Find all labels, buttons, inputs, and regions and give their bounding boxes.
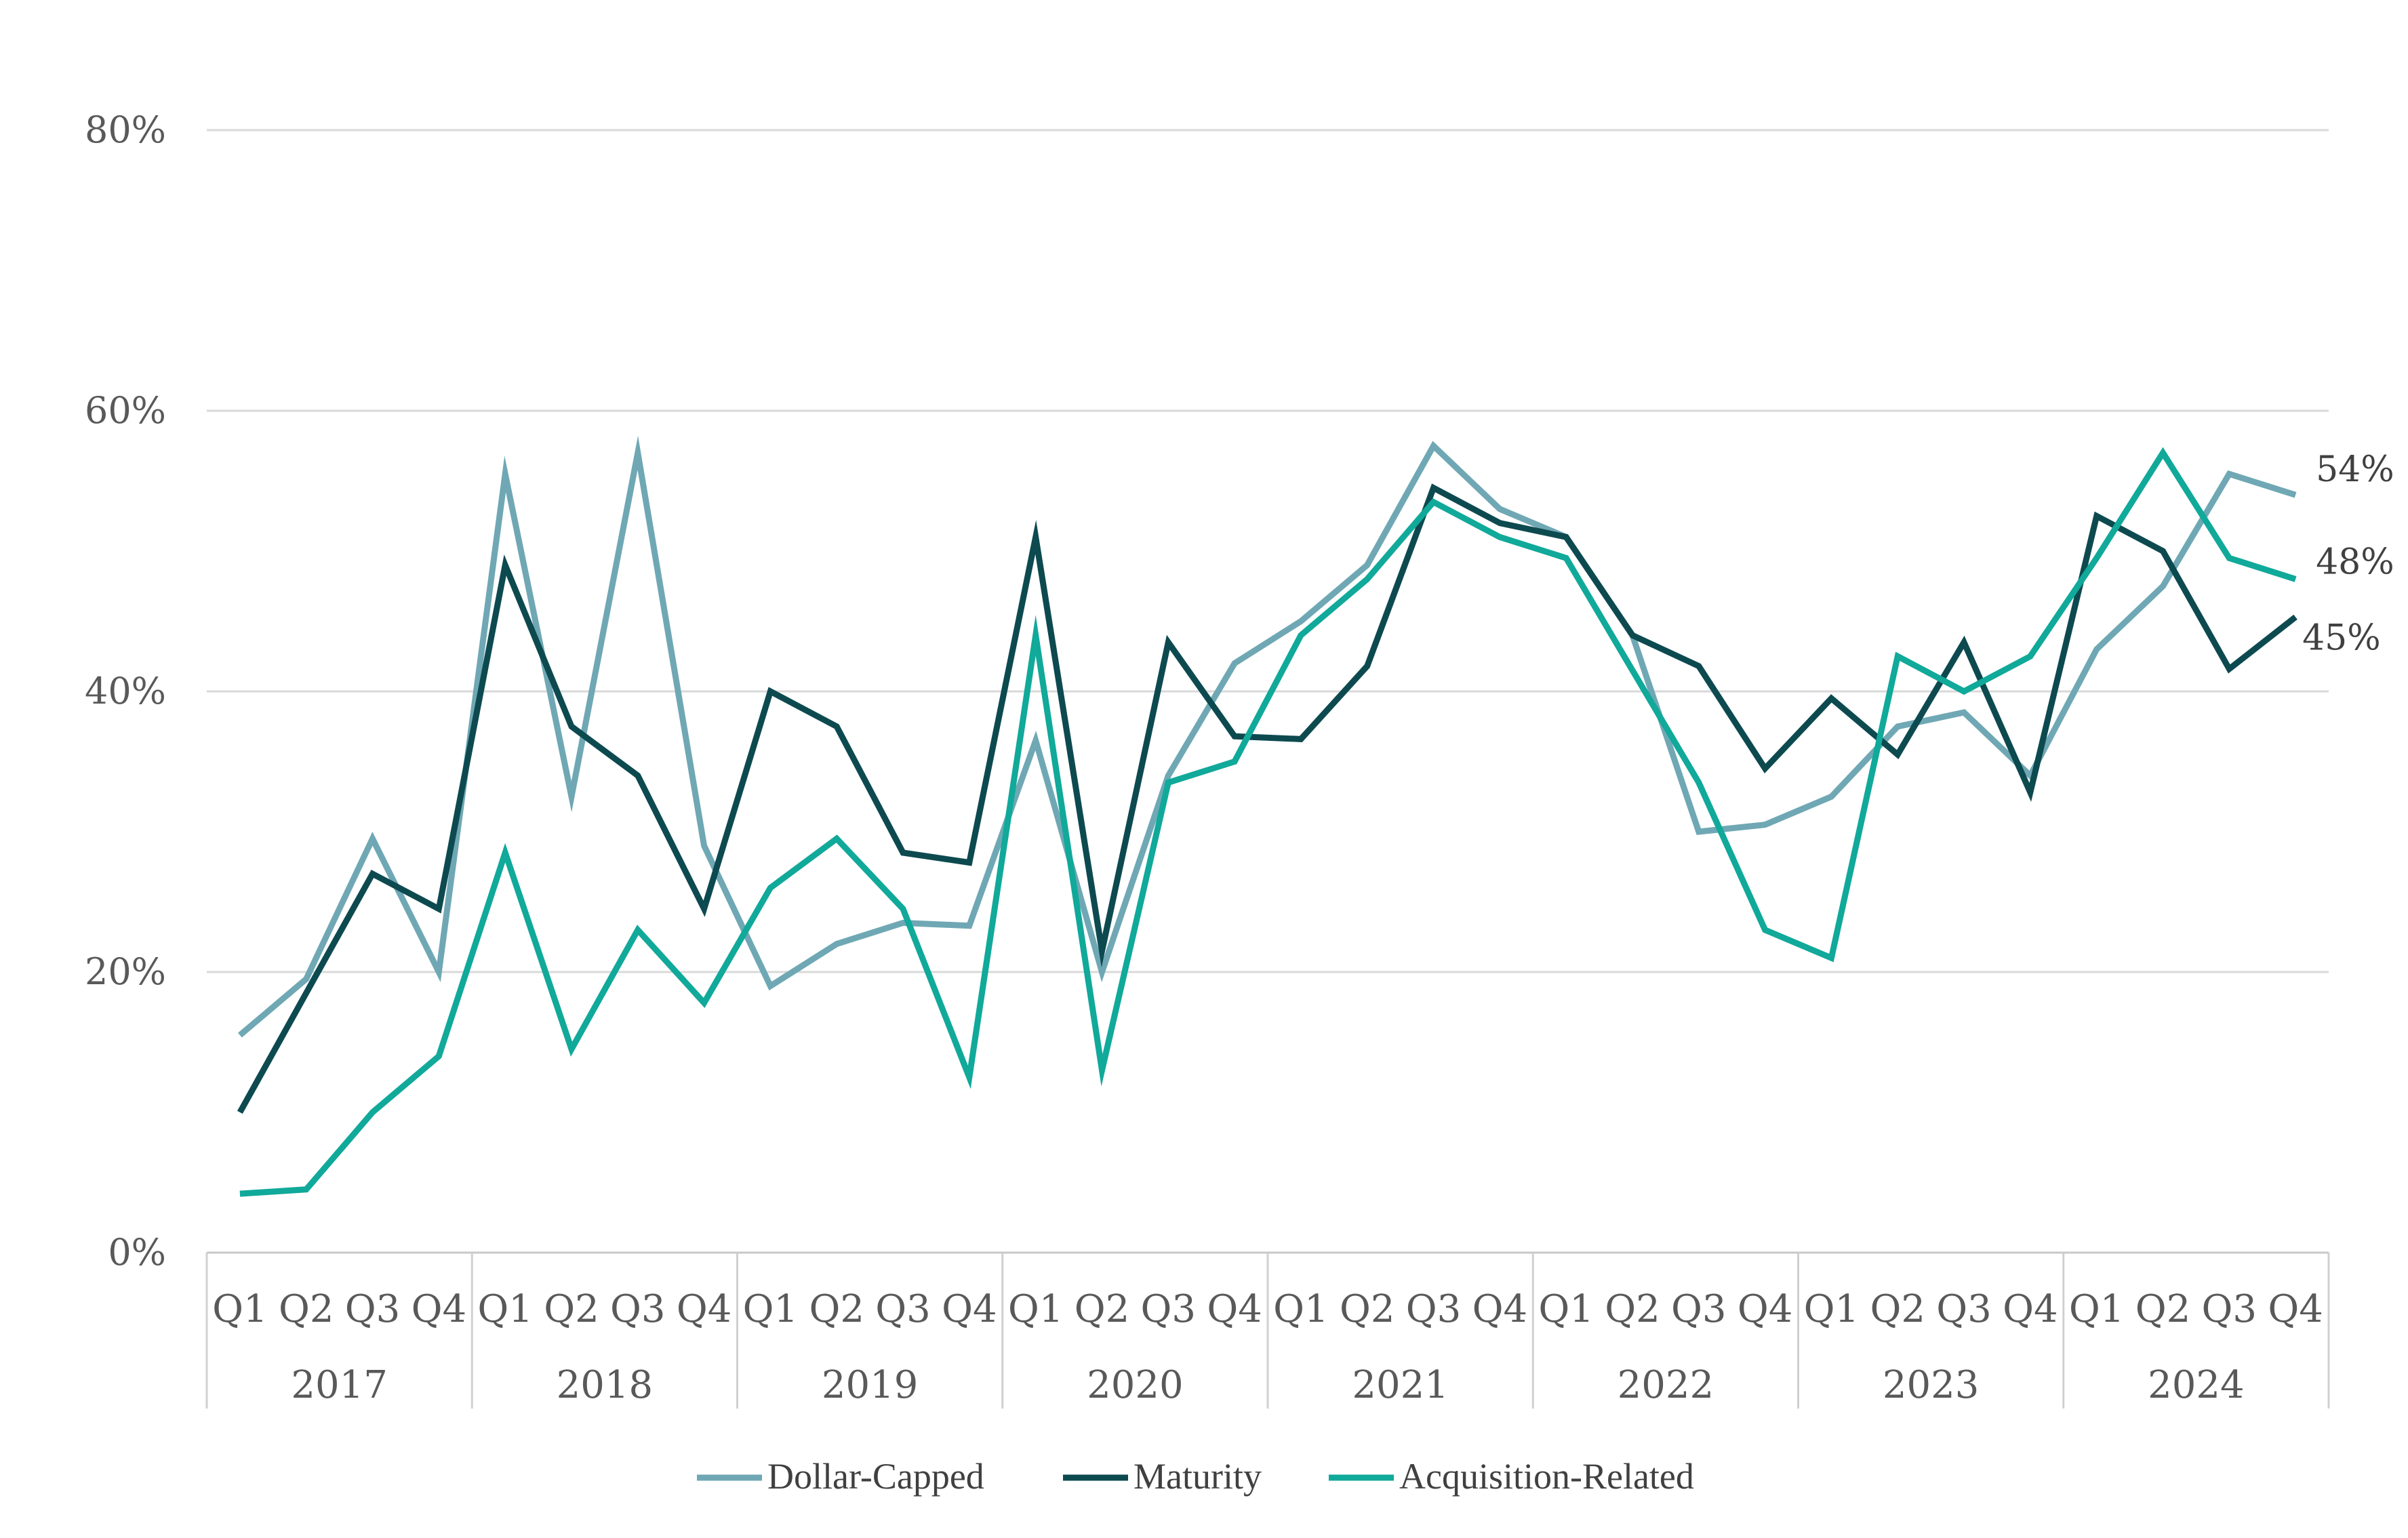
x-tick-year: 2024 bbox=[2148, 1363, 2245, 1407]
x-tick-quarter: Q3 bbox=[610, 1287, 666, 1331]
legend-label: Maturity bbox=[1133, 1456, 1262, 1497]
x-tick-quarter: Q4 bbox=[677, 1287, 732, 1331]
x-tick-quarter: Q4 bbox=[1472, 1287, 1528, 1331]
x-tick-year: 2021 bbox=[1352, 1363, 1449, 1407]
x-tick-year: 2023 bbox=[1883, 1363, 1980, 1407]
x-tick-quarter: Q1 bbox=[212, 1287, 268, 1331]
series-lines bbox=[237, 435, 2297, 1197]
x-tick-quarter: Q4 bbox=[2268, 1287, 2323, 1331]
x-tick-quarter: Q4 bbox=[1738, 1287, 1793, 1331]
end-labels: 54% 45% 48% bbox=[2302, 449, 2394, 658]
x-tick-quarter: Q3 bbox=[875, 1287, 931, 1331]
x-tick-quarter: Q3 bbox=[2202, 1287, 2258, 1331]
y-tick-label: 60% bbox=[85, 389, 166, 432]
x-tick-quarter: Q2 bbox=[1340, 1287, 1395, 1331]
end-label-acquisition-related: 48% bbox=[2316, 542, 2394, 582]
x-tick-quarter: Q1 bbox=[1008, 1287, 1064, 1331]
series-line-dollar-capped bbox=[237, 435, 2297, 1038]
series-line-acquisition-related bbox=[239, 447, 2297, 1197]
x-tick-quarter: Q2 bbox=[544, 1287, 599, 1331]
x-tick-quarter: Q2 bbox=[279, 1287, 334, 1331]
x-tick-quarter: Q1 bbox=[1273, 1287, 1329, 1331]
x-tick-quarter: Q4 bbox=[412, 1287, 467, 1331]
x-tick-quarter: Q4 bbox=[1207, 1287, 1262, 1331]
x-tick-year: 2019 bbox=[822, 1363, 919, 1407]
x-tick-quarter: Q2 bbox=[1605, 1287, 1660, 1331]
x-tick-quarter: Q2 bbox=[2135, 1287, 2191, 1331]
y-tick-label: 20% bbox=[85, 950, 166, 993]
x-tick-quarter: Q4 bbox=[2003, 1287, 2058, 1331]
x-tick-quarter: Q3 bbox=[1936, 1287, 1992, 1331]
end-label-maturity: 45% bbox=[2302, 618, 2381, 658]
x-tick-year: 2022 bbox=[1618, 1363, 1714, 1407]
x-tick-year: 2017 bbox=[291, 1363, 388, 1407]
gridlines bbox=[207, 129, 2329, 1254]
series-line-maturity bbox=[237, 483, 2297, 1114]
x-tick-year: 2018 bbox=[557, 1363, 654, 1407]
x-tick-quarter: Q2 bbox=[1075, 1287, 1130, 1331]
legend: Dollar-Capped Maturity Acquisition-Related bbox=[697, 1456, 1694, 1497]
x-tick-quarter: Q1 bbox=[2069, 1287, 2125, 1331]
x-tick-quarter: Q4 bbox=[942, 1287, 997, 1331]
x-tick-quarter: Q2 bbox=[1870, 1287, 1925, 1331]
x-tick-quarter: Q3 bbox=[1671, 1287, 1727, 1331]
x-tick-quarter: Q1 bbox=[1804, 1287, 1860, 1331]
x-tick-quarter: Q1 bbox=[1538, 1287, 1594, 1331]
x-tick-quarter: Q1 bbox=[477, 1287, 533, 1331]
x-tick-quarter: Q3 bbox=[1406, 1287, 1462, 1331]
legend-label: Dollar-Capped bbox=[767, 1456, 984, 1497]
x-tick-quarter: Q3 bbox=[345, 1287, 401, 1331]
x-tick-quarter: Q3 bbox=[1141, 1287, 1197, 1331]
y-tick-label: 0% bbox=[108, 1231, 166, 1274]
legend-label: Acquisition-Related bbox=[1399, 1456, 1694, 1497]
y-axis-ticks: 0% 20% 40% 60% 80% bbox=[85, 108, 166, 1274]
end-label-dollar-capped: 54% bbox=[2316, 449, 2394, 490]
x-tick-quarter: Q1 bbox=[743, 1287, 799, 1331]
x-tick-year: 2020 bbox=[1087, 1363, 1184, 1407]
y-tick-label: 80% bbox=[85, 108, 166, 151]
y-tick-label: 40% bbox=[85, 670, 166, 712]
x-tick-quarter: Q2 bbox=[809, 1287, 864, 1331]
